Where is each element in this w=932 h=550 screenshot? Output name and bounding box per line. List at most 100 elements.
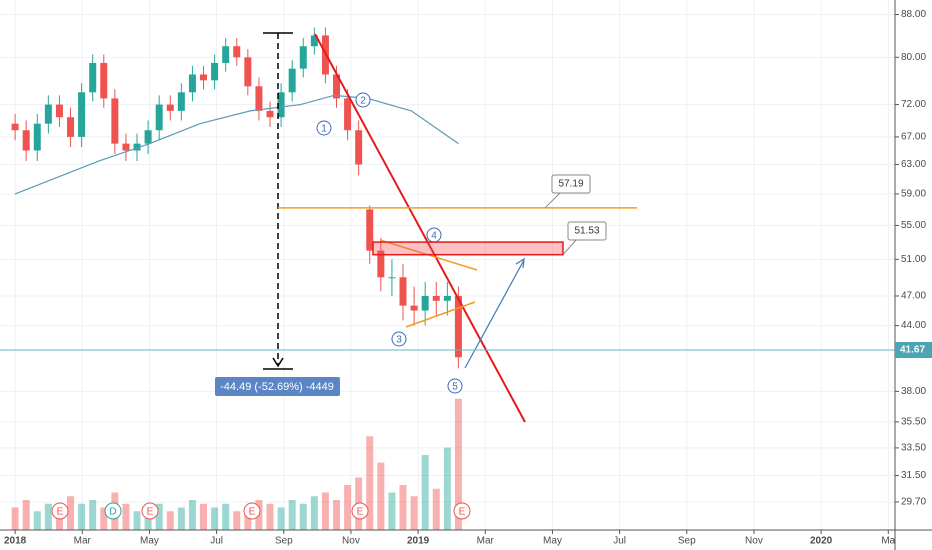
y-tick-label: 63.00: [901, 159, 926, 170]
candle-body: [11, 123, 19, 131]
candle-body: [155, 104, 163, 131]
wave-label: 3: [396, 335, 402, 346]
candle-body: [377, 250, 385, 278]
volume-bar: [266, 503, 274, 530]
volume-bar: [222, 503, 230, 530]
x-tick-label: Sep: [678, 536, 696, 547]
volume-bar: [233, 511, 241, 530]
x-tick-label: Mar: [477, 536, 495, 547]
candle-body: [366, 209, 374, 251]
volume-bar: [321, 492, 329, 530]
candle-body: [454, 295, 462, 358]
candle-body: [255, 86, 263, 111]
volume-bar: [200, 503, 208, 530]
volume-bar: [122, 503, 130, 530]
grid: [0, 0, 895, 530]
x-tick-label: Mar: [74, 536, 92, 547]
volume-bar: [244, 507, 252, 530]
candle-body: [177, 92, 185, 111]
event-marker: [243, 502, 261, 520]
moving-average: [14, 94, 459, 195]
candle-body: [299, 46, 307, 69]
candle-body: [133, 143, 141, 151]
y-tick-label: 88.00: [901, 9, 926, 20]
volume: [11, 398, 462, 530]
event-label: E: [459, 507, 466, 518]
candle-body: [67, 117, 75, 137]
candle-body: [111, 98, 119, 144]
event-marker: [51, 502, 69, 520]
volume-bar: [388, 492, 396, 530]
volume-bar: [133, 511, 141, 530]
volume-bar: [89, 500, 97, 530]
x-tick-label: Nov: [745, 536, 763, 547]
volume-bar: [11, 507, 19, 530]
candle-body: [89, 62, 97, 93]
volume-bar: [211, 507, 219, 530]
volume-bar: [277, 507, 285, 530]
candle-body: [233, 46, 241, 58]
y-tick-label: 31.50: [901, 470, 926, 481]
y-tick-label: 80.00: [901, 52, 926, 63]
y-tick-label: 29.70: [901, 497, 926, 508]
candle-body: [166, 104, 174, 111]
event-marker: [453, 502, 471, 520]
candle-body: [310, 35, 318, 47]
event-label: E: [357, 507, 364, 518]
x-tick-label: Sep: [275, 536, 293, 547]
candle-body: [333, 74, 341, 99]
candle-body: [421, 295, 429, 311]
volume-bar: [310, 496, 318, 530]
event-marker: [141, 502, 159, 520]
y-tick-label: 67.00: [901, 132, 926, 143]
callout-pointer: [544, 192, 561, 209]
wave-marker: [355, 92, 371, 108]
volume-bar: [155, 503, 163, 530]
y-tick-label: 35.50: [901, 417, 926, 428]
volume-bar: [421, 455, 429, 530]
candle-body: [388, 277, 396, 279]
triangle-line: [405, 301, 476, 328]
x-tick-label: Jul: [613, 536, 626, 547]
callout-label: 51.53: [574, 226, 599, 237]
volume-bar: [67, 496, 75, 530]
volume-bar: [443, 447, 451, 530]
measure-box: [215, 377, 340, 396]
callout-label: 57.19: [558, 179, 583, 190]
y-tick-label: 38.00: [901, 386, 926, 397]
candle-body: [78, 92, 86, 137]
volume-bar: [399, 485, 407, 530]
x-tick-label: May: [543, 536, 562, 547]
volume-bar: [432, 488, 440, 530]
candle-body: [100, 62, 108, 99]
volume-bar: [22, 500, 30, 530]
candle-body: [55, 104, 63, 118]
x-tick-label: 2019: [407, 536, 430, 547]
wave-label: 4: [431, 231, 437, 242]
event-marker: [104, 502, 122, 520]
measure-label: -44.49 (-52.69%) -4449: [220, 381, 334, 393]
measure-arrow: [272, 357, 284, 368]
volume-bar: [78, 503, 86, 530]
wave-label: 1: [321, 124, 327, 135]
marks: [11, 27, 462, 369]
candle-body: [44, 104, 52, 124]
projection-arrow: [464, 259, 525, 369]
candle-body: [344, 98, 352, 131]
candle-body: [266, 110, 274, 118]
candle-body: [33, 123, 41, 151]
volume-bar: [410, 496, 418, 530]
candle-body: [410, 305, 418, 311]
x-tick-label: Jul: [210, 536, 223, 547]
candle-body: [188, 74, 196, 93]
candle-body: [22, 130, 30, 151]
callout-pointer: [562, 239, 577, 256]
last-price-label: 41.67: [900, 345, 925, 356]
candle-body: [277, 92, 285, 118]
candle-body: [443, 295, 451, 301]
candle-body: [200, 74, 208, 81]
event-label: E: [249, 507, 256, 518]
projection-head: [515, 257, 525, 269]
candle-body: [244, 57, 252, 87]
